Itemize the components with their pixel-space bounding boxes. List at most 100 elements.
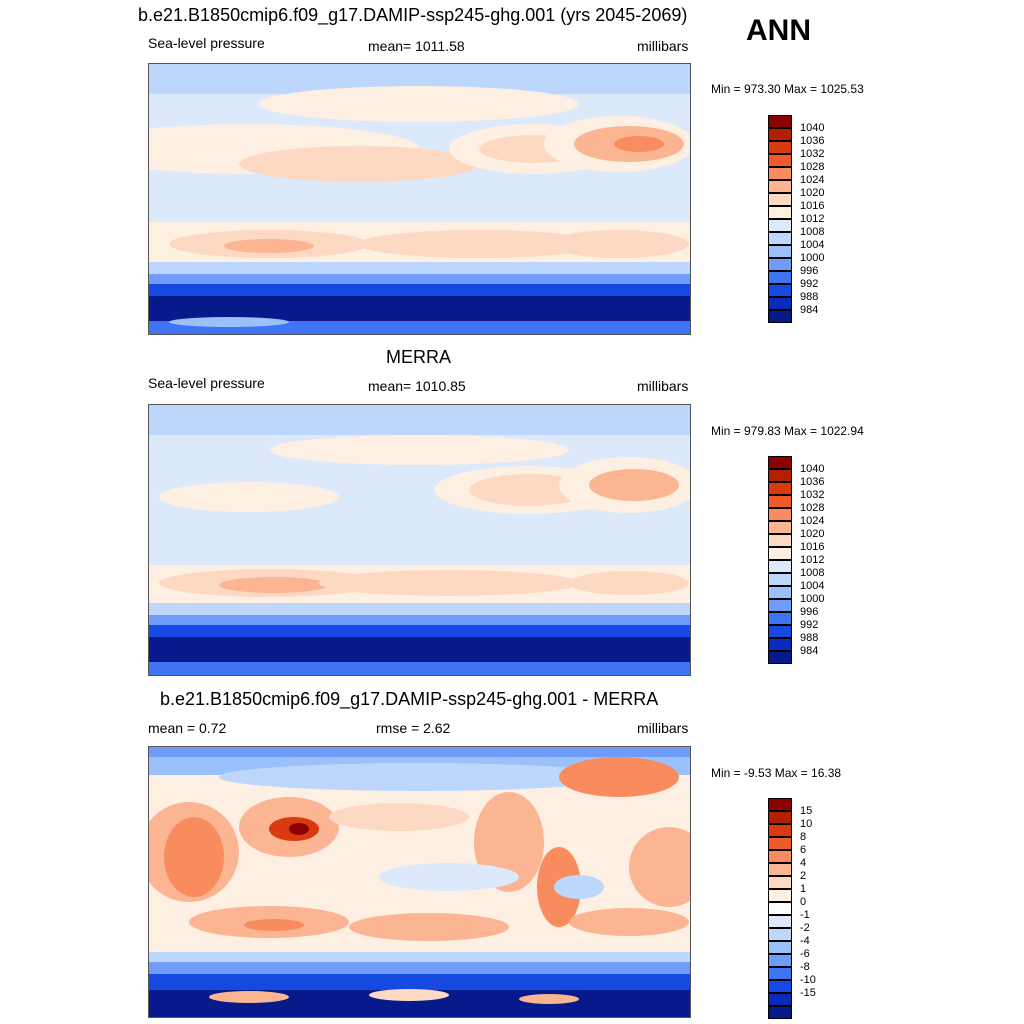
- panel-model-contour-field: [149, 64, 690, 334]
- colorbar-swatch: [768, 837, 792, 850]
- colorbar-tick-label: 1020: [800, 528, 825, 540]
- panel-diff-mean: mean = 0.72: [148, 720, 227, 736]
- colorbar-swatch: [768, 915, 792, 928]
- colorbar-swatch: [768, 954, 792, 967]
- colorbar-tick-label: 6: [800, 844, 807, 856]
- colorbar-tick-label: 1024: [800, 174, 825, 186]
- season-label: ANN: [746, 14, 811, 47]
- colorbar-swatch: [768, 863, 792, 876]
- panel-diff-map: [148, 746, 691, 1018]
- colorbar-tick-label: 4: [800, 857, 807, 869]
- colorbar-tick-label: -4: [800, 935, 810, 947]
- colorbar-swatch: [768, 573, 792, 586]
- colorbar-swatch: [768, 284, 792, 297]
- colorbar-tick-label: -10: [800, 974, 816, 986]
- colorbar-swatch: [768, 206, 792, 219]
- colorbar-tick-label: 1016: [800, 541, 825, 553]
- colorbar-swatch: [768, 638, 792, 651]
- colorbar-swatch: [768, 219, 792, 232]
- colorbar-tick-label: 1040: [800, 122, 825, 134]
- colorbar-tick-label: 1040: [800, 463, 825, 475]
- colorbar-tick-label: 1000: [800, 252, 825, 264]
- colorbar-swatch: [768, 1006, 792, 1019]
- colorbar-tick-label: 984: [800, 304, 819, 316]
- colorbar-swatch: [768, 651, 792, 664]
- colorbar-tick-label: 992: [800, 278, 819, 290]
- colorbar-tick-label: 1032: [800, 489, 825, 501]
- colorbar-tick-label: 1008: [800, 226, 825, 238]
- panel-obs-map: [148, 404, 691, 676]
- panel-obs-mean: mean= 1010.85: [368, 378, 466, 394]
- colorbar-tick-label: 1: [800, 883, 807, 895]
- colorbar-swatch: [768, 154, 792, 167]
- panel-model-minmax: Min = 973.30 Max = 1025.53: [711, 82, 864, 96]
- colorbar-tick-label: 1036: [800, 476, 825, 488]
- colorbar-tick-label: -6: [800, 948, 810, 960]
- panel-obs-units: millibars: [637, 378, 689, 394]
- panel-model-variable: Sea-level pressure: [148, 35, 265, 51]
- colorbar-swatch: [768, 889, 792, 902]
- colorbar-swatch: [768, 508, 792, 521]
- colorbar-tick-label: 1016: [800, 200, 825, 212]
- colorbar-tick-label: 1032: [800, 148, 825, 160]
- colorbar-tick-label: 1028: [800, 502, 825, 514]
- colorbar-tick-label: 0: [800, 896, 807, 908]
- colorbar-tick-label: -2: [800, 922, 810, 934]
- colorbar-tick-label: 1000: [800, 593, 825, 605]
- panel-model-title: b.e21.B1850cmip6.f09_g17.DAMIP-ssp245-gh…: [138, 5, 688, 25]
- colorbar-tick-label: 8: [800, 831, 807, 843]
- colorbar-swatch: [768, 141, 792, 154]
- colorbar-swatch: [768, 167, 792, 180]
- colorbar-tick-label: 1008: [800, 567, 825, 579]
- colorbar-swatch: [768, 232, 792, 245]
- panel-diff-rmse: rmse = 2.62: [376, 720, 451, 736]
- colorbar-swatch: [768, 456, 792, 469]
- colorbar-swatch: [768, 902, 792, 915]
- colorbar-tick-label: 988: [800, 291, 819, 303]
- colorbar-swatch: [768, 560, 792, 573]
- colorbar-swatch: [768, 534, 792, 547]
- colorbar-swatch: [768, 128, 792, 141]
- colorbar-tick-label: -1: [800, 909, 810, 921]
- colorbar-tick-label: 1020: [800, 187, 825, 199]
- colorbar-tick-label: 2: [800, 870, 807, 882]
- colorbar-tick-label: -15: [800, 987, 816, 999]
- colorbar-tick-label: 1024: [800, 515, 825, 527]
- colorbar-swatch: [768, 798, 792, 811]
- panel-diff-units: millibars: [637, 720, 689, 736]
- colorbar-tick-label: 15: [800, 805, 813, 817]
- colorbar-swatch: [768, 271, 792, 284]
- colorbar-tick-label: 1004: [800, 580, 825, 592]
- panel-obs-contour-field: [149, 405, 690, 675]
- colorbar-swatch: [768, 245, 792, 258]
- colorbar-swatch: [768, 993, 792, 1006]
- panel-diff-contour-field: [149, 747, 690, 1017]
- colorbar-swatch: [768, 258, 792, 271]
- panel-model-units: millibars: [637, 38, 689, 54]
- colorbar-swatch: [768, 612, 792, 625]
- panel-model-mean: mean= 1011.58: [368, 38, 465, 54]
- panel-obs-variable: Sea-level pressure: [148, 375, 265, 391]
- colorbar-swatch: [768, 967, 792, 980]
- colorbar-tick-label: 984: [800, 645, 819, 657]
- colorbar-tick-label: 996: [800, 606, 819, 618]
- colorbar-swatch: [768, 599, 792, 612]
- colorbar-swatch: [768, 625, 792, 638]
- colorbar-swatch: [768, 180, 792, 193]
- colorbar-tick-label: 1004: [800, 239, 825, 251]
- colorbar-swatch: [768, 811, 792, 824]
- colorbar-tick-label: 992: [800, 619, 819, 631]
- colorbar-swatch: [768, 495, 792, 508]
- colorbar-swatch: [768, 115, 792, 128]
- colorbar-swatch: [768, 876, 792, 889]
- colorbar-swatch: [768, 521, 792, 534]
- colorbar-swatch: [768, 941, 792, 954]
- colorbar-swatch: [768, 980, 792, 993]
- colorbar-swatch: [768, 469, 792, 482]
- panel-obs-title: MERRA: [386, 347, 452, 367]
- colorbar-tick-label: -8: [800, 961, 810, 973]
- colorbar-tick-label: 1028: [800, 161, 825, 173]
- colorbar-swatch: [768, 547, 792, 560]
- panel-diff-title: b.e21.B1850cmip6.f09_g17.DAMIP-ssp245-gh…: [160, 689, 659, 709]
- colorbar-tick-label: 1036: [800, 135, 825, 147]
